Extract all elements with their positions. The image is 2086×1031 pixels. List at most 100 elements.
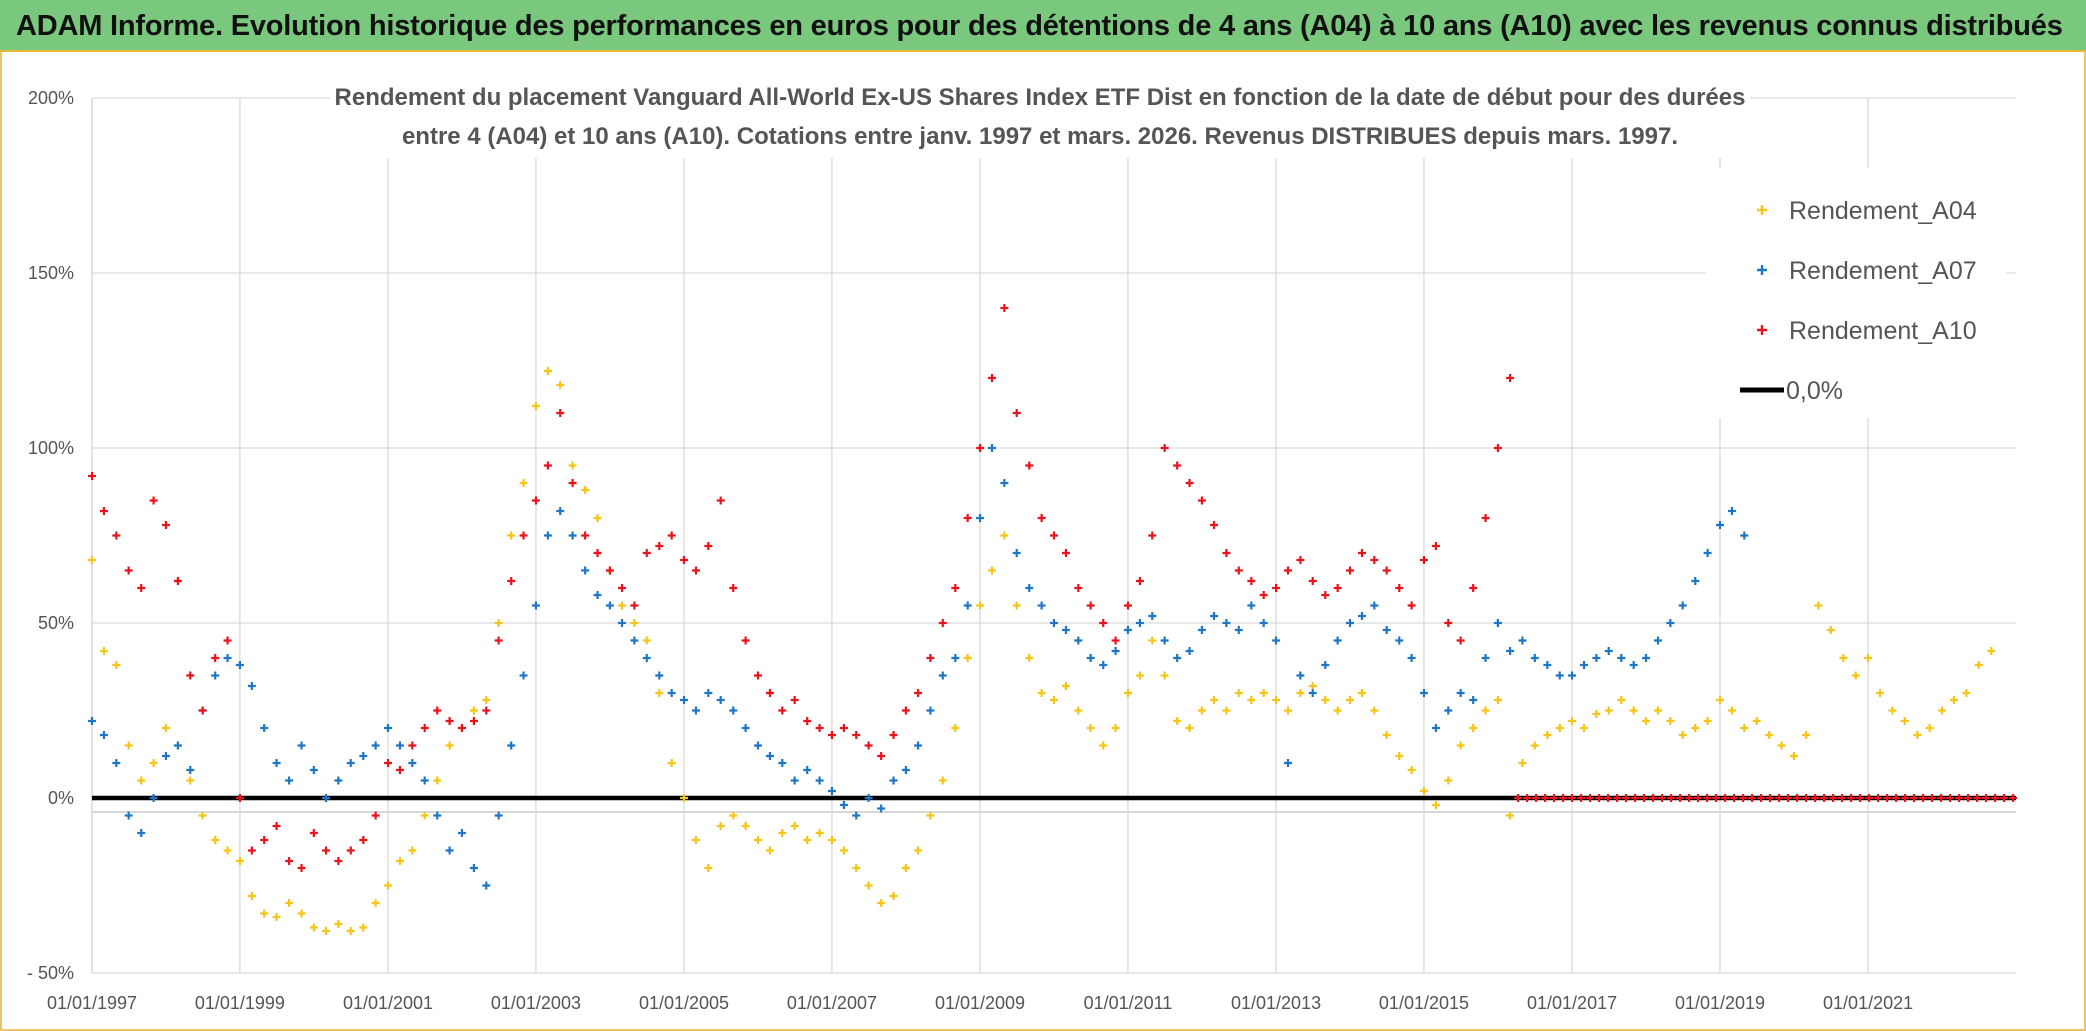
data-point (1222, 619, 1231, 627)
data-point (1946, 794, 1955, 802)
data-point (1550, 794, 1559, 802)
data-point (1407, 766, 1416, 774)
data-point (198, 811, 207, 820)
data-point (889, 892, 898, 900)
data-point (556, 507, 565, 515)
data-point (1580, 724, 1589, 732)
data-point (1974, 661, 1983, 669)
data-point (1370, 706, 1379, 715)
data-point (1074, 706, 1083, 715)
data-point (420, 724, 429, 732)
data-point (1987, 647, 1996, 655)
data-point (765, 752, 774, 760)
data-point (655, 689, 664, 697)
data-point (1123, 689, 1132, 697)
data-point (1357, 549, 1366, 557)
data-point (1678, 731, 1687, 739)
data-point (926, 706, 935, 715)
data-point (1012, 601, 1021, 610)
data-point (1272, 696, 1281, 704)
data-point (926, 654, 935, 662)
data-point (322, 846, 331, 855)
data-point (680, 556, 689, 564)
data-point (827, 836, 836, 844)
data-point (1613, 794, 1622, 802)
data-point (433, 706, 442, 715)
data-point (1135, 577, 1144, 585)
data-point (642, 654, 651, 662)
data-point (1123, 601, 1132, 610)
data-point (494, 619, 503, 627)
data-point (371, 899, 380, 907)
data-point (1642, 717, 1651, 725)
data-point (1346, 619, 1355, 627)
data-point (864, 794, 873, 802)
data-point (901, 766, 910, 774)
data-point (1431, 724, 1440, 732)
data-point (1876, 689, 1885, 697)
data-point (161, 752, 170, 760)
legend-background (1706, 168, 2006, 418)
chart-title-line-2: entre 4 (A04) et 10 ans (A10). Cotations… (402, 123, 1678, 150)
data-point (272, 913, 281, 921)
data-point (1419, 689, 1428, 697)
data-point (1395, 752, 1404, 760)
data-point (531, 496, 540, 505)
data-point (433, 776, 442, 785)
data-point (667, 759, 676, 767)
data-point (149, 759, 158, 767)
data-point (1407, 654, 1416, 662)
data-point (839, 801, 848, 809)
data-point (1222, 549, 1231, 557)
series-rendement-a10 (88, 304, 1515, 872)
data-point (457, 724, 466, 732)
data-point (1012, 409, 1021, 417)
data-point (1938, 706, 1947, 715)
data-point (1469, 724, 1478, 732)
data-point (235, 857, 244, 865)
data-point (519, 479, 528, 487)
data-point (877, 752, 886, 760)
data-point (1653, 636, 1662, 645)
data-point (137, 829, 146, 837)
data-point (1160, 671, 1169, 680)
data-point (1259, 619, 1268, 627)
data-point (1691, 724, 1700, 732)
data-point (1272, 584, 1281, 592)
data-point (741, 636, 750, 645)
legend-swatch-marker (1757, 325, 1767, 335)
data-point (1910, 794, 1919, 802)
x-tick-label: 01/01/2005 (639, 993, 729, 1013)
data-point (359, 836, 368, 844)
data-point (482, 706, 491, 715)
data-point (1555, 724, 1564, 732)
data-point (247, 846, 256, 855)
data-point (1703, 717, 1712, 725)
data-point (469, 717, 478, 725)
y-tick-label: 100% (28, 438, 74, 458)
data-point (507, 741, 516, 750)
data-point (384, 759, 393, 767)
data-point (618, 584, 627, 592)
data-point (1185, 724, 1194, 732)
data-point (1346, 566, 1355, 575)
data-point (1703, 549, 1712, 557)
data-point (803, 717, 812, 725)
data-point (507, 577, 516, 585)
data-point (1456, 636, 1465, 645)
data-point (88, 717, 96, 725)
data-point (1395, 584, 1404, 592)
data-point (88, 556, 96, 564)
data-point (543, 531, 552, 540)
data-point (1321, 696, 1330, 704)
data-point (1727, 706, 1736, 715)
title-background (330, 76, 1750, 158)
data-point (494, 811, 503, 820)
data-point (371, 811, 380, 820)
data-point (877, 804, 886, 813)
data-point (1321, 661, 1330, 669)
data-point (1234, 689, 1243, 697)
data-point (395, 766, 404, 774)
data-point (223, 636, 232, 645)
legend-label: Rendement_A04 (1789, 197, 1977, 225)
